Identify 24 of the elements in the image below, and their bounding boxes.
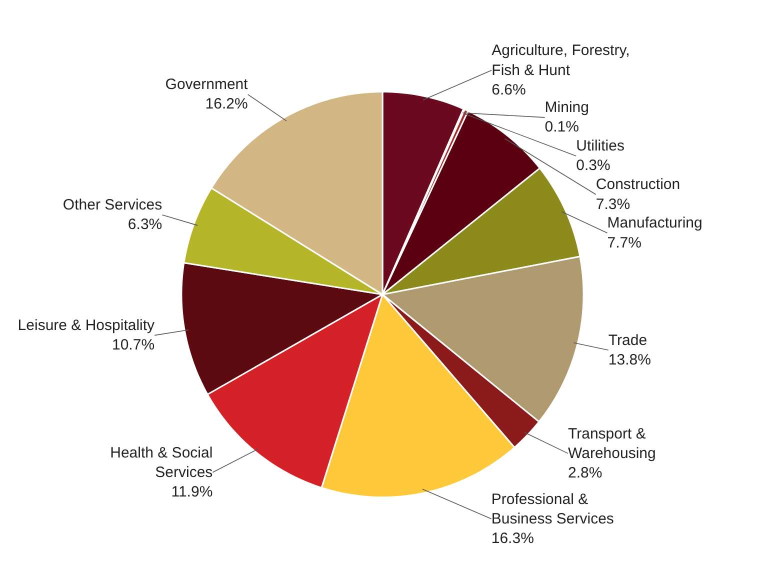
data-label: 0.3% <box>576 157 610 174</box>
slice-label: Government <box>165 76 249 94</box>
slice-label: Health & Social Services <box>110 444 213 481</box>
data-label: 16.3% <box>491 530 534 547</box>
data-label: 13.8% <box>608 351 651 368</box>
data-label: 7.7% <box>607 234 642 252</box>
slice-label: Construction <box>596 176 680 194</box>
data-label: 6.3% <box>128 216 162 234</box>
data-label: 10.7% <box>112 336 155 354</box>
slice-label: Transport & Warehousing <box>568 425 656 462</box>
data-label: 11.9% <box>171 483 213 500</box>
slice-label: Mining <box>544 99 589 116</box>
data-label: 16.2% <box>205 96 248 113</box>
slice-label: Leisure & Hospitality <box>18 317 156 334</box>
slice-label: Other Services <box>62 196 162 214</box>
data-label: 0.1% <box>544 118 579 136</box>
data-label: 7.3% <box>596 196 630 213</box>
data-label: 2.8% <box>568 464 602 482</box>
slice-label: Trade <box>608 332 648 349</box>
slice-label: Professional & Business Services <box>491 490 614 528</box>
slice-label: Utilities <box>576 138 624 155</box>
slice-label: Manufacturing <box>607 214 702 232</box>
data-label: 6.6% <box>492 81 526 98</box>
slice-label: Agriculture, Forestry, Fish & Hunt <box>492 42 630 79</box>
